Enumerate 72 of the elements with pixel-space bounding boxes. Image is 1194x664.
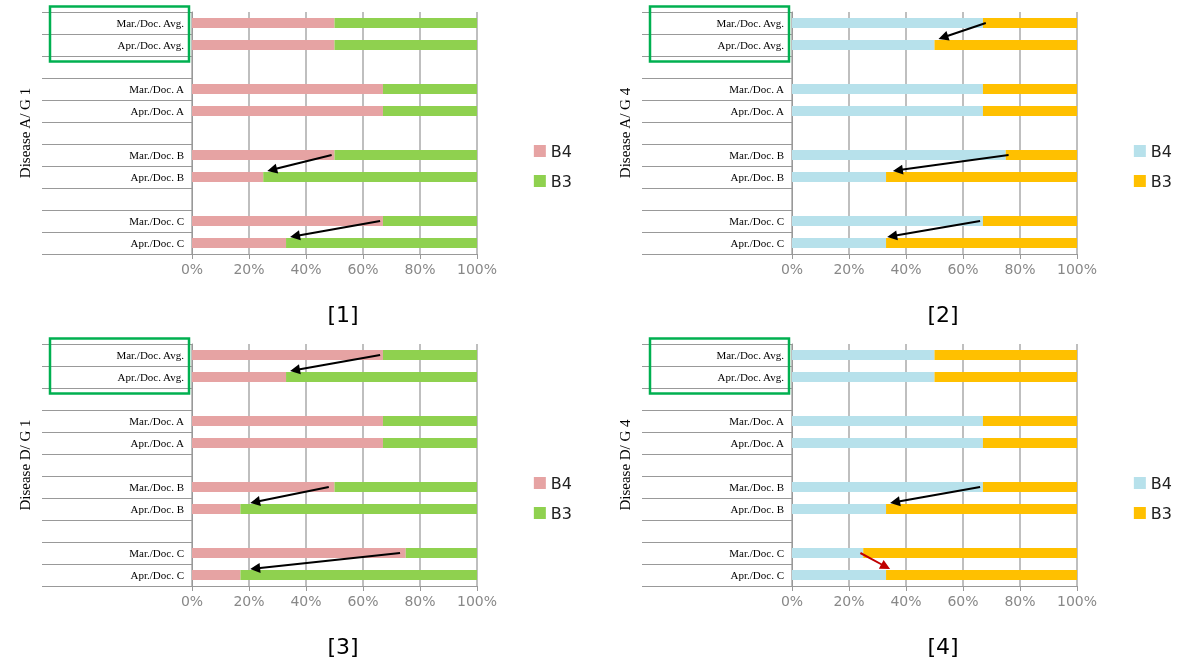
x-tick-label: 80% (404, 261, 436, 277)
y-tick-label: Mar./Doc. C (129, 547, 184, 559)
x-tick-label: 60% (947, 261, 979, 277)
y-tick-label: Apr./Doc. B (730, 171, 784, 183)
y-tick-label: Apr./Doc. B (130, 171, 184, 183)
y-tick-label: Mar./Doc. A (729, 83, 785, 95)
x-tick-label: 80% (1004, 593, 1036, 609)
y-tick-label: Mar./Doc. C (129, 215, 184, 227)
x-tick-label: 0% (180, 593, 204, 609)
legend-label: B4 (1150, 473, 1172, 493)
y-tick-label: Apr./Doc. Avg. (117, 371, 185, 383)
y-tick-label: Apr./Doc. A (730, 437, 785, 449)
y-tick-label: Apr./Doc. Avg. (117, 39, 185, 51)
x-tick-label: 80% (1004, 261, 1036, 277)
legend-label: B3 (1150, 503, 1172, 523)
y-tick-label: Mar./Doc. Avg. (716, 17, 785, 29)
x-tick-label: 100% (456, 593, 498, 609)
x-tick-label: 20% (833, 261, 865, 277)
y-tick-label: Mar./Doc. Avg. (116, 349, 185, 361)
y-tick-label: Apr./Doc. C (730, 237, 784, 249)
text: [1] (327, 301, 359, 327)
y-tick-label: Mar./Doc. A (129, 83, 185, 95)
x-tick-label: 40% (290, 593, 322, 609)
legend-label: B4 (550, 141, 572, 161)
y-tick-label: Mar./Doc. Avg. (116, 17, 185, 29)
legend-label: B3 (550, 503, 572, 523)
x-tick-label: 0% (180, 261, 204, 277)
x-tick-label: 60% (947, 593, 979, 609)
y-tick-label: Apr./Doc. A (130, 437, 185, 449)
y-tick-label: Apr./Doc. A (730, 105, 785, 117)
y-tick-label: Mar./Doc. B (729, 149, 784, 161)
x-tick-label: 60% (347, 593, 379, 609)
y-tick-label: Mar./Doc. C (729, 215, 784, 227)
y-axis-title: Disease D/ G 1 (16, 419, 33, 511)
y-tick-label: Apr./Doc. B (730, 503, 784, 515)
y-tick-label: Mar./Doc. Avg. (716, 349, 785, 361)
y-axis-title: Disease D/ G 4 (616, 418, 633, 511)
legend-label: B4 (550, 473, 572, 493)
y-tick-label: Apr./Doc. Avg. (717, 371, 785, 383)
y-tick-label: Apr./Doc. C (130, 569, 184, 581)
x-tick-label: 0% (780, 261, 804, 277)
x-tick-label: 0% (780, 593, 804, 609)
x-tick-label: 40% (890, 593, 922, 609)
y-tick-label: Apr./Doc. B (130, 503, 184, 515)
x-tick-label: 60% (347, 261, 379, 277)
x-tick-label: 80% (404, 593, 436, 609)
y-tick-label: Mar./Doc. B (129, 481, 184, 493)
y-tick-label: Mar./Doc. A (129, 415, 185, 427)
y-tick-label: Apr./Doc. C (730, 569, 784, 581)
text: [2] (927, 301, 959, 327)
y-tick-label: Mar./Doc. B (729, 481, 784, 493)
x-tick-label: 100% (1056, 593, 1098, 609)
y-tick-label: Mar./Doc. B (129, 149, 184, 161)
text: [3] (327, 633, 359, 659)
x-tick-label: 20% (833, 593, 865, 609)
x-tick-label: 40% (890, 261, 922, 277)
x-tick-label: 40% (290, 261, 322, 277)
y-axis-title: Disease A/ G 4 (616, 87, 633, 179)
y-tick-label: Apr./Doc. C (130, 237, 184, 249)
y-tick-label: Mar./Doc. A (729, 415, 785, 427)
x-tick-label: 20% (233, 261, 265, 277)
y-tick-label: Apr./Doc. A (130, 105, 185, 117)
x-tick-label: 20% (233, 593, 265, 609)
text: [4] (927, 633, 959, 659)
y-tick-label: Apr./Doc. Avg. (717, 39, 785, 51)
x-tick-label: 100% (1056, 261, 1098, 277)
y-tick-label: Mar./Doc. C (729, 547, 784, 559)
legend-label: B3 (550, 171, 572, 191)
y-axis-title: Disease A/ G 1 (16, 87, 33, 179)
legend-label: B4 (1150, 141, 1172, 161)
legend-label: B3 (1150, 171, 1172, 191)
x-tick-label: 100% (456, 261, 498, 277)
